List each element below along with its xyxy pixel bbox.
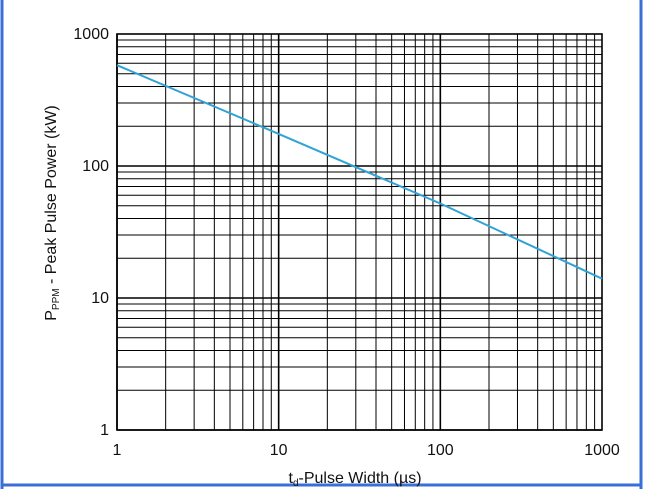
x-tick-label: 10: [270, 442, 288, 459]
x-axis-label-subscript: d: [293, 478, 299, 489]
tick-labels: 1 10 100 1000 1 10 100 1000: [73, 26, 619, 459]
x-tick-label: 100: [427, 442, 454, 459]
curve-layer: [116, 64, 603, 280]
y-axis-label-subscript: PPM: [51, 288, 62, 310]
y-tick-label: 1: [100, 422, 109, 439]
y-tick-label: 1000: [73, 26, 109, 43]
plot-grid: [116, 33, 603, 431]
y-axis-label: PPPM - Peak Pulse Power (kW): [43, 105, 62, 321]
series-line-0: [116, 64, 603, 280]
x-axis-label-prefix: t: [288, 470, 293, 487]
x-axis-label-rest: -Pulse Width (µs): [299, 470, 422, 487]
x-tick-label: 1000: [584, 442, 620, 459]
y-tick-label: 10: [91, 290, 109, 307]
x-tick-label: 1: [113, 442, 122, 459]
y-tick-label: 100: [82, 158, 109, 175]
plot-border: [116, 33, 603, 431]
y-axis-label-rest: - Peak Pulse Power (kW): [43, 105, 60, 288]
y-axis-label-prefix: P: [43, 310, 60, 321]
x-axis-label: td-Pulse Width (µs): [288, 470, 421, 489]
